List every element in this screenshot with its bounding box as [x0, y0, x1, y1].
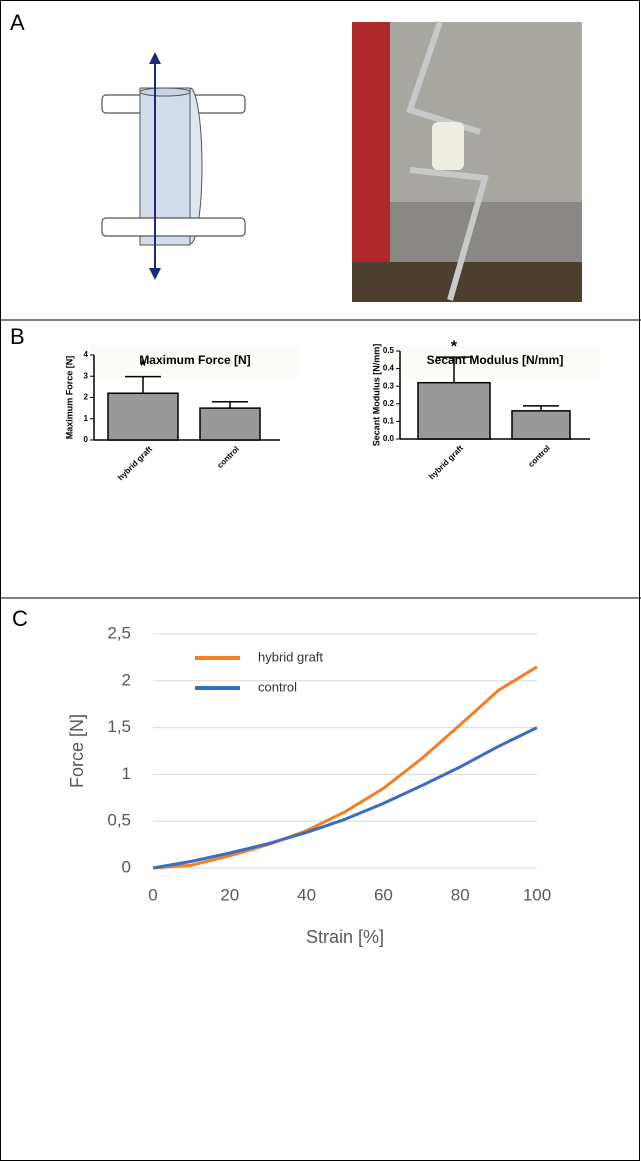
legend-label: control: [258, 679, 297, 694]
y-axis-label: Secant Modulus [N/mm]: [371, 344, 381, 447]
y-tick-label: 1: [122, 764, 131, 783]
y-axis-label: Force [N]: [67, 714, 87, 788]
y-tick-label: 0.5: [383, 346, 395, 355]
bar: [417, 381, 491, 440]
x-tick-label: control: [526, 444, 552, 470]
x-tick-label: 60: [374, 885, 393, 904]
bar: [107, 392, 179, 441]
line-series: [152, 726, 538, 870]
panel-label: C: [12, 606, 28, 631]
y-tick-label: 0: [122, 857, 131, 876]
y-tick-label: 1: [84, 414, 89, 423]
legend-label: hybrid graft: [258, 649, 323, 664]
y-tick-label: 0.4: [383, 364, 395, 373]
x-tick-label: 100: [523, 885, 551, 904]
x-tick-label: hybrid graft: [116, 444, 154, 482]
chart-title: Secant Modulus [N/mm]: [427, 353, 564, 367]
panel-label: B: [10, 324, 25, 349]
y-tick-label: 0.2: [383, 399, 395, 408]
photo: [352, 21, 582, 302]
x-tick-label: hybrid graft: [427, 443, 465, 481]
y-tick-label: 2: [84, 393, 89, 402]
x-tick-label: 20: [220, 885, 239, 904]
title-box: [390, 345, 600, 377]
significance-marker: *: [451, 338, 458, 355]
y-tick-label: 0.1: [383, 417, 395, 426]
x-tick-label: 0: [148, 885, 157, 904]
bar: [511, 410, 571, 440]
line-series: [152, 665, 538, 870]
chart-title: Maximum Force [N]: [139, 353, 250, 367]
significance-marker: *: [140, 358, 147, 375]
y-tick-label: 0,5: [107, 811, 131, 830]
y-tick-label: 0.0: [383, 434, 395, 443]
panel-label: A: [10, 10, 25, 35]
x-tick-label: 40: [297, 885, 316, 904]
x-tick-label: control: [215, 445, 241, 471]
schematic: [101, 52, 246, 280]
y-tick-label: 2,5: [107, 623, 131, 642]
y-tick-label: 0.3: [383, 381, 395, 390]
y-axis-label: Maximum Force [N]: [64, 356, 74, 440]
y-tick-label: 1,5: [107, 717, 131, 736]
y-tick-label: 0: [84, 435, 89, 444]
bar: [199, 407, 261, 441]
x-tick-label: 80: [451, 885, 470, 904]
y-tick-label: 3: [84, 371, 89, 380]
title-box: [90, 345, 300, 377]
y-tick-label: 4: [84, 350, 89, 359]
x-axis-label: Strain [%]: [306, 927, 384, 947]
y-tick-label: 2: [122, 670, 131, 689]
